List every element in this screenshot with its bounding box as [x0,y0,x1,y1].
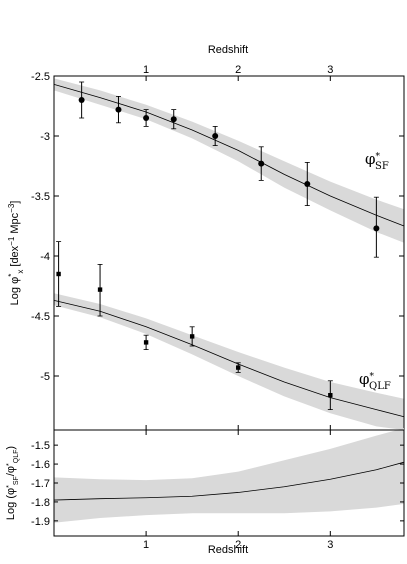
top-y-tick-label-1: -3 [40,131,50,143]
data-point-qlf-0 [56,271,61,277]
ratio-fit-line [53,461,405,501]
series-label-phi-sf: φ* SF [365,150,389,172]
bottom-y-tick-label-3: -1.8 [31,497,50,509]
top-tick-layer: 1 2 3 -2.5 -3 -3.5 -4 -4.5 -5 [31,64,404,430]
top-x-tick-label-0: 1 [143,64,149,76]
data-point-sf-0 [78,97,85,103]
bottom-band-layer [54,428,404,523]
bottom-y-tick-label-4: -1.9 [31,516,50,528]
bottom-x-tick-label-1: 2 [235,539,241,551]
bottom-x-axis-label: Redshift [208,544,248,556]
top-x-tick-label-1: 2 [235,64,241,76]
data-point-sf-1 [115,106,122,113]
top-x-tick-label-2: 3 [327,64,333,76]
bottom-panel-frame [53,429,405,537]
bottom-tick-layer: 1 2 3 -1.5 -1.6 -1.7 -1.8 -1.9 [31,430,404,551]
bottom-panel: 1 2 3 -1.5 -1.6 -1.7 -1.8 -1.9 Redshift Log (φ*… [5,428,405,556]
data-point-sf-2 [143,115,150,121]
data-point-qlf-5 [328,393,333,398]
bottom-y-axis-label: Log (φ*SF/φ*QLF) [5,446,20,520]
data-point-sf-4 [212,133,219,139]
top-y-axis-label: Log φ*x [dex−1 Mpc−3] [7,201,25,306]
top-band-layer [54,78,404,430]
confidence-band-qlf [54,293,404,430]
data-point-sf-7 [373,225,380,232]
data-point-sf-3 [170,116,177,123]
series-label-phi-qlf: φ* QLF [359,370,391,392]
top-y-tick-label-4: -4.5 [31,311,50,323]
data-point-qlf-3 [189,334,195,339]
data-point-sf-5 [258,160,265,167]
bottom-x-tick-label-2: 3 [327,539,333,551]
top-panel-frame [53,75,405,431]
bottom-x-tick-label-0: 1 [143,539,149,551]
top-panel: 1 2 3 -2.5 -3 -3.5 -4 -4.5 -5 Redshift Log φ*x [… [7,44,405,431]
top-x-axis-label: Redshift [208,44,248,56]
fit-line-sf [53,84,405,227]
bottom-y-tick-label-2: -1.7 [31,478,50,490]
bottom-fit-layer [53,461,405,501]
top-y-tick-label-5: -5 [40,371,50,383]
bottom-y-tick-label-1: -1.6 [31,459,50,471]
bottom-y-tick-label-0: -1.5 [31,440,50,452]
top-y-tick-label-3: -4 [40,251,50,263]
data-point-qlf-1 [97,287,103,292]
confidence-band-sf [54,78,404,243]
data-point-qlf-2 [143,340,149,345]
top-point-layer [56,81,380,411]
data-point-qlf-4 [236,365,241,370]
top-y-tick-label-2: -3.5 [31,191,50,203]
data-point-sf-6 [304,181,311,187]
top-y-tick-label-0: -2.5 [31,71,50,83]
ratio-confidence-band [54,428,404,523]
